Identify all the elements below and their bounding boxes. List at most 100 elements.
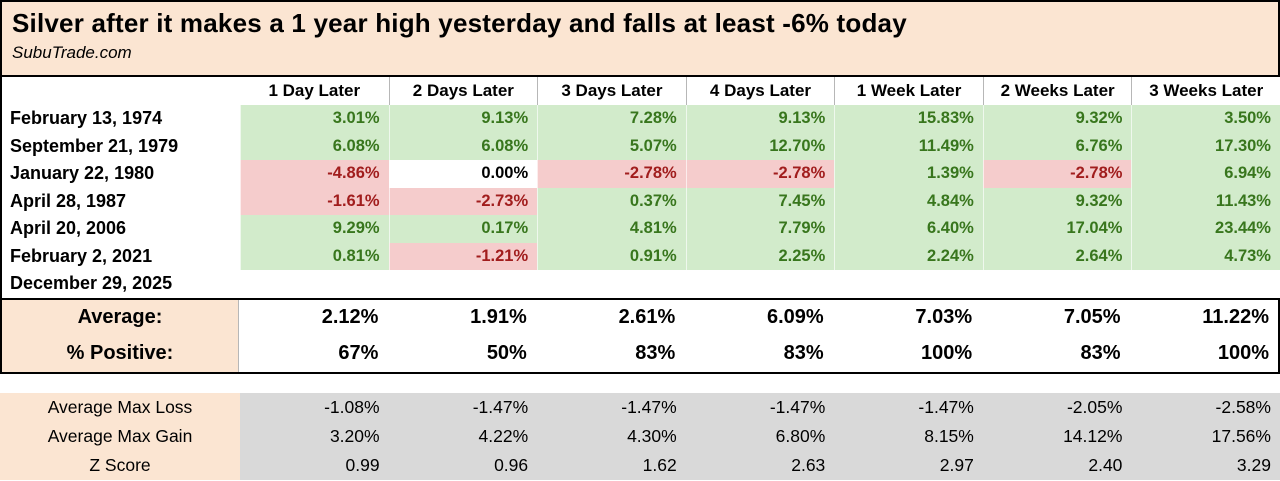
date-label: February 13, 1974: [2, 105, 240, 133]
returns-table: 1 Day Later 2 Days Later 3 Days Later 4 Day…: [0, 77, 1280, 298]
column-header: 2 Days Later: [388, 77, 538, 105]
return-cell: 11.49%: [834, 132, 983, 160]
return-cell: [982, 270, 1132, 298]
return-cell: 12.70%: [685, 132, 835, 160]
average-label: Average:: [2, 299, 239, 336]
return-cell: 6.08%: [240, 132, 389, 160]
stats-value-cell: 0.96: [388, 450, 538, 480]
return-cell: [1131, 270, 1280, 298]
stats-section: Average Max Loss -1.08% -1.47% -1.47% -1.47…: [0, 392, 1280, 480]
stats-value-cell: -2.05%: [982, 392, 1132, 422]
stats-value-cell: 3.20%: [240, 421, 389, 451]
return-cell: [388, 270, 538, 298]
table-row: April 28, 1987 -1.61% -2.73% 0.37% 7.45% 4.8…: [2, 187, 1280, 215]
percent-positive-row: % Positive: 67% 50% 83% 83% 100% 83% 100%: [2, 335, 1278, 372]
stats-value-cell: 17.56%: [1131, 421, 1280, 451]
return-cell: 4.73%: [1131, 242, 1280, 270]
return-cell: -2.73%: [388, 187, 538, 215]
stats-label: Average Max Gain: [0, 421, 240, 451]
return-cell: 15.83%: [834, 105, 983, 133]
spacer: [0, 373, 1280, 393]
column-header: 4 Days Later: [685, 77, 835, 105]
date-label: September 21, 1979: [2, 132, 240, 160]
return-cell: 2.64%: [982, 242, 1132, 270]
summary-value-cell: 50%: [387, 335, 536, 372]
corner-cell: [2, 77, 240, 105]
return-cell: 2.24%: [834, 242, 983, 270]
column-header: 2 Weeks Later: [982, 77, 1132, 105]
table-row: April 20, 2006 9.29% 0.17% 4.81% 7.79% 6.40%…: [2, 215, 1280, 243]
page-title: Silver after it makes a 1 year high yest…: [12, 8, 907, 38]
return-cell: -1.21%: [388, 242, 538, 270]
stats-value-cell: 14.12%: [982, 421, 1132, 451]
return-cell: 0.17%: [388, 215, 538, 243]
return-cell: 4.81%: [537, 215, 686, 243]
stats-row: Z Score 0.99 0.96 1.62 2.63 2.97 2.40 3.29: [0, 450, 1280, 480]
return-cell: 6.76%: [982, 132, 1132, 160]
return-cell: 9.13%: [388, 105, 538, 133]
date-rows: February 13, 1974 3.01% 9.13% 7.28% 9.13% 15…: [2, 105, 1280, 298]
return-cell: 6.40%: [834, 215, 983, 243]
stats-value-cell: 6.80%: [685, 421, 835, 451]
return-cell: [537, 270, 686, 298]
return-cell: 3.01%: [240, 105, 389, 133]
summary-value-cell: 1.91%: [387, 299, 536, 336]
summary-value-cell: 83%: [981, 335, 1130, 372]
summary-value-cell: 11.22%: [1129, 299, 1278, 336]
stats-value-cell: 8.15%: [834, 421, 983, 451]
summary-value-cell: 2.61%: [535, 299, 685, 336]
stats-value-cell: 1.62: [537, 450, 686, 480]
return-cell: [240, 270, 389, 298]
return-cell: 17.04%: [982, 215, 1132, 243]
stats-value-cell: 4.22%: [388, 421, 538, 451]
summary-value-cell: 7.03%: [832, 299, 982, 336]
return-cell: 1.39%: [834, 160, 983, 188]
stats-value-cell: -2.58%: [1131, 392, 1280, 422]
source-label: SubuTrade.com: [12, 42, 132, 62]
stats-value-cell: -1.47%: [834, 392, 983, 422]
return-cell: 2.25%: [685, 242, 835, 270]
stats-value-cell: 0.99: [240, 450, 389, 480]
table-row: September 21, 1979 6.08% 6.08% 5.07% 12.70%…: [2, 132, 1280, 160]
summary-box: Average: 2.12% 1.91% 2.61% 6.09% 7.03% 7.05% 1…: [0, 297, 1280, 374]
return-cell: 3.50%: [1131, 105, 1280, 133]
stats-row: Average Max Loss -1.08% -1.47% -1.47% -1.47…: [0, 392, 1280, 422]
return-cell: 7.45%: [685, 187, 835, 215]
table-row: December 29, 2025: [2, 270, 1280, 298]
stats-value-cell: -1.47%: [537, 392, 686, 422]
date-label: February 2, 2021: [2, 242, 240, 270]
table-row: January 22, 1980 -4.86% 0.00% -2.78% -2.78%…: [2, 160, 1280, 188]
return-cell: 9.29%: [240, 215, 389, 243]
return-cell: 0.81%: [240, 242, 389, 270]
return-cell: 9.13%: [685, 105, 835, 133]
date-label: April 28, 1987: [2, 187, 240, 215]
return-cell: 0.37%: [537, 187, 686, 215]
summary-value-cell: 67%: [239, 335, 388, 372]
return-cell: -2.78%: [537, 160, 686, 188]
return-cell: -2.78%: [685, 160, 835, 188]
return-cell: -2.78%: [982, 160, 1132, 188]
column-header: 1 Week Later: [834, 77, 983, 105]
return-cell: 9.32%: [982, 105, 1132, 133]
column-header: 3 Days Later: [537, 77, 686, 105]
date-label: April 20, 2006: [2, 215, 240, 243]
return-cell: 0.00%: [388, 160, 538, 188]
column-header: 1 Day Later: [240, 77, 389, 105]
title-box: Silver after it makes a 1 year high yest…: [0, 0, 1280, 77]
return-cell: 7.28%: [537, 105, 686, 133]
return-cell: 17.30%: [1131, 132, 1280, 160]
summary-value-cell: 83%: [684, 335, 833, 372]
return-cell: 11.43%: [1131, 187, 1280, 215]
return-cell: -1.61%: [240, 187, 389, 215]
summary-value-cell: 6.09%: [684, 299, 833, 336]
return-cell: [685, 270, 835, 298]
table-row: February 2, 2021 0.81% -1.21% 0.91% 2.25% 2.…: [2, 242, 1280, 270]
summary-value-cell: 100%: [832, 335, 982, 372]
summary-value-cell: 7.05%: [981, 299, 1130, 336]
return-cell: 6.94%: [1131, 160, 1280, 188]
return-cell: -4.86%: [240, 160, 389, 188]
stats-value-cell: 2.40: [982, 450, 1132, 480]
date-label: December 29, 2025: [2, 270, 240, 298]
return-cell: 9.32%: [982, 187, 1132, 215]
stats-value-cell: 2.97: [834, 450, 983, 480]
